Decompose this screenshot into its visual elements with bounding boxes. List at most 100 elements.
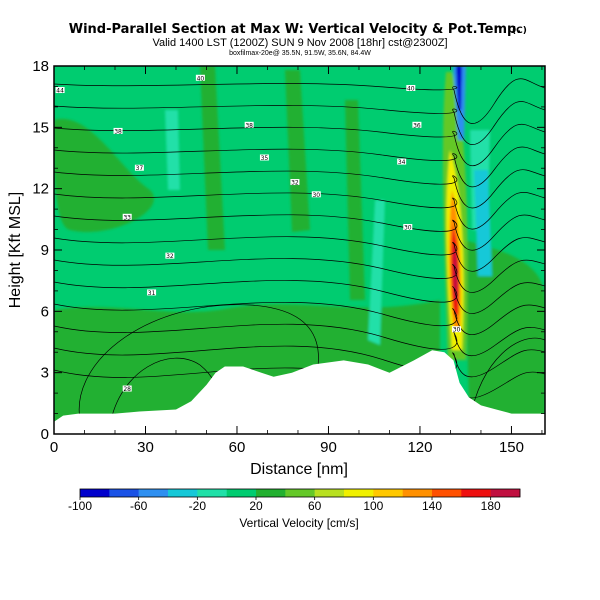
- colorbar-tick-label: 60: [308, 499, 322, 513]
- theta-isentrope: [54, 146, 545, 188]
- plot-area: 44 40 40 38 38 36 37 35 34 32 30 33 30 32 31 30 28: [53, 65, 546, 435]
- terrain-mask: [54, 350, 545, 434]
- theta-isentrope: [54, 345, 545, 378]
- contour-label: 33: [123, 214, 131, 221]
- colorbar-tick-label: 20: [249, 499, 263, 513]
- colorbar-swatch: [344, 489, 374, 497]
- colorbar-swatch: [226, 489, 257, 497]
- colorbar-frame: [79, 488, 521, 498]
- y-tick-label: 9: [41, 242, 49, 259]
- theta-isentrope: [54, 258, 545, 293]
- weak-updraft-streak-1: [200, 66, 225, 250]
- colorbar-swatch: [168, 489, 198, 497]
- chart-info-line: boxfilmax-20e@ 35.5N, 91.5W, 35.6N, 84.4…: [229, 50, 371, 57]
- chart-title: Wind-Parallel Section at Max W: Vertical…: [69, 22, 522, 37]
- x-axis: 0 30 60 90 120 150: [50, 66, 543, 456]
- colorbar-swatch: [285, 489, 315, 497]
- contour-label: 40: [407, 85, 415, 92]
- contour-label-box: [403, 224, 413, 231]
- contour-label: 44: [56, 88, 64, 95]
- contour-label-box: [452, 326, 462, 333]
- y-axis: 0 3 6 9 12 15 18: [32, 58, 545, 443]
- colorbar-swatch: [490, 489, 521, 497]
- contour-label-box: [122, 213, 132, 220]
- downdraft-upper-core: [456, 66, 462, 110]
- colorbar-tick-label: -20: [189, 499, 207, 513]
- theta-isentrope: [54, 169, 545, 209]
- contour-label: 32: [291, 180, 299, 187]
- velocity-field: [54, 66, 545, 434]
- colorbar-swatch: [314, 489, 345, 497]
- y-tick-label: 0: [41, 426, 49, 443]
- theta-isentrope: [54, 301, 545, 335]
- colorbar-swatch: [256, 489, 286, 497]
- contour-label: 35: [261, 155, 269, 162]
- downdraft-core-east: [474, 170, 492, 276]
- weak-updraft-streak-3: [345, 100, 365, 300]
- contour-label: 30: [312, 192, 320, 199]
- contour-label-box: [311, 191, 321, 198]
- contour-label: 34: [398, 159, 406, 166]
- theta-isentrope: [54, 280, 545, 314]
- colorbar-swatch: [402, 489, 433, 497]
- y-axis-label: Height [Kft MSL]: [7, 192, 24, 309]
- contour-label: 28: [123, 386, 131, 393]
- contour-label-box: [244, 121, 254, 128]
- colorbar-tick-label: 140: [422, 499, 442, 513]
- colorbar-swatch: [373, 489, 403, 497]
- x-tick-label: 0: [50, 439, 58, 456]
- colorbar-swatch: [109, 489, 139, 497]
- x-tick-label: 30: [137, 439, 154, 456]
- x-tick-label: 150: [499, 439, 524, 456]
- contour-label-box: [113, 127, 123, 134]
- weak-updraft-streak-2: [285, 70, 310, 232]
- colorbar-swatch: [461, 489, 491, 497]
- y-tick-label: 6: [41, 303, 49, 320]
- contour-label-box: [195, 74, 205, 81]
- y-tick-label: 3: [41, 365, 49, 382]
- contour-label-box: [259, 154, 269, 161]
- theta-isentrope: [54, 78, 545, 124]
- contour-label-box: [412, 121, 422, 128]
- theta-isentrope: [54, 214, 545, 251]
- weak-updraft-band-east: [464, 240, 545, 434]
- y-tick-label: 12: [32, 181, 49, 198]
- contour-label: 38: [245, 122, 253, 129]
- contour-label-box: [165, 252, 175, 259]
- weak-downdraft-streak-1: [368, 200, 385, 345]
- contour-label-box: [122, 385, 132, 392]
- copyright-mark: (C): [512, 26, 527, 36]
- x-tick-label: 120: [407, 439, 432, 456]
- theta-isentrope: [54, 191, 545, 230]
- theta-isentrope: [54, 236, 545, 272]
- theta-isentrope: [54, 101, 545, 145]
- theta-isentrope: [54, 124, 545, 166]
- colorbar-label: Vertical Velocity [cm/s]: [239, 516, 358, 530]
- x-tick-label: 90: [320, 439, 337, 456]
- contour-label: 38: [114, 128, 122, 135]
- chart-subtitle: Valid 1400 LST (1200Z) SUN 9 Nov 2008 [1…: [152, 37, 447, 49]
- theta-contour-labels: 44 40 40 38 38 36 37 35 34 32 30 33 30 32 31 30 28: [55, 74, 462, 393]
- colorbar: -100 -60 -20 20 60 100 140 180: [68, 488, 521, 513]
- contour-label: 40: [197, 75, 205, 82]
- contour-label-box: [397, 158, 407, 165]
- contour-label-box: [55, 87, 65, 94]
- colorbar-swatch: [197, 489, 227, 497]
- contour-label: 30: [453, 327, 461, 334]
- contour-label: 31: [148, 290, 156, 297]
- y-tick-label: 18: [32, 58, 49, 75]
- contour-label-box: [147, 289, 157, 296]
- contour-label-box: [134, 164, 144, 171]
- contour-label: 37: [136, 165, 144, 172]
- colorbar-tick-label: 180: [481, 499, 501, 513]
- colorbar-swatch: [138, 489, 169, 497]
- contour-label-box: [406, 84, 416, 91]
- x-axis-label: Distance [nm]: [250, 461, 348, 478]
- x-tick-label: 60: [229, 439, 246, 456]
- y-tick-label: 15: [32, 119, 49, 136]
- colorbar-swatch: [80, 489, 110, 497]
- theta-isentrope: [54, 323, 545, 357]
- colorbar-tick-label: -100: [68, 499, 92, 513]
- colorbar-swatch: [432, 489, 462, 497]
